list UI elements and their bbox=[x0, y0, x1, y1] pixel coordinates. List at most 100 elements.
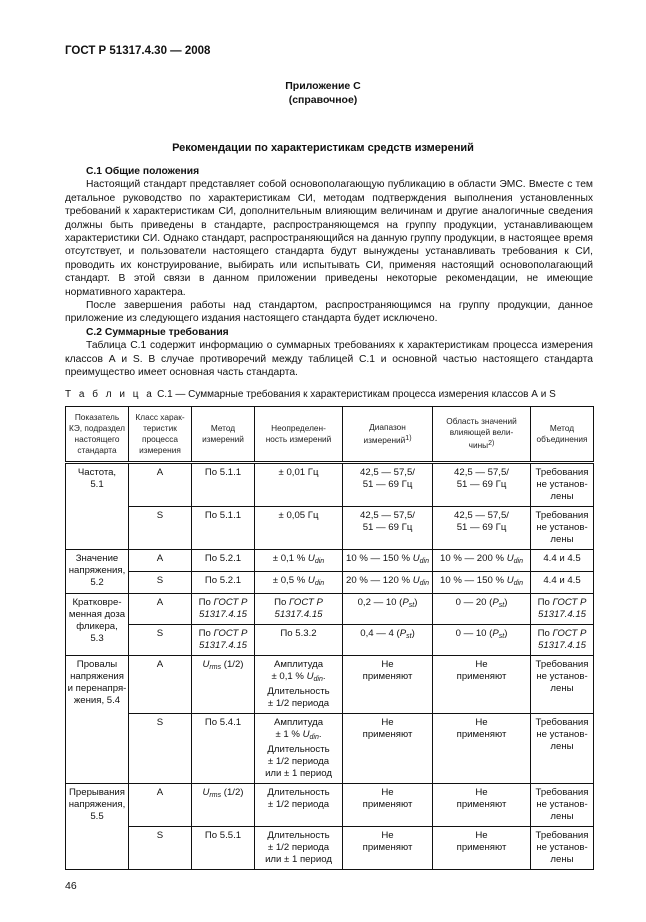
table-cell: 0 — 20 (Pst) bbox=[432, 592, 531, 625]
table-cell: 0,2 — 10 (Pst) bbox=[342, 592, 433, 625]
cell-text: ГОСТ Р 51317.4.15 bbox=[198, 627, 248, 651]
cell-text: U bbox=[506, 552, 514, 564]
indicator-cell: Провалы напряжения и перенапря- жения, 5… bbox=[65, 654, 129, 784]
cell-text: Не применяют bbox=[362, 716, 413, 740]
cell-text: ) bbox=[504, 596, 508, 608]
cell-text: U bbox=[506, 574, 514, 586]
cell-text: По bbox=[198, 627, 214, 639]
cell-text: 10 % — 150 % bbox=[440, 574, 507, 586]
table-cell: Требования не установ- лены bbox=[530, 825, 594, 870]
column-header: Метод измерений bbox=[191, 405, 255, 463]
table-cell: По 5.1.1 bbox=[191, 461, 255, 507]
cell-text: U bbox=[202, 658, 210, 670]
table-caption: Т а б л и ц а С.1 — Суммарные требования… bbox=[65, 388, 593, 401]
indicator-cell: Значение напряжения, 5.2 bbox=[65, 548, 129, 594]
table-cell: Длительность ± 1/2 периода или ± 1 перио… bbox=[254, 825, 343, 870]
cell-text: 42,5 — 57,5/ 51 — 69 Гц bbox=[454, 466, 509, 490]
cell-text: А bbox=[156, 552, 164, 564]
section-2-title: С.2 Суммарные требования bbox=[86, 326, 229, 338]
table-cell: Не применяют bbox=[342, 825, 433, 870]
cell-text: По 5.2.1 bbox=[204, 574, 242, 586]
cell-text: По 5.5.1 bbox=[204, 829, 242, 841]
subscript-text: rms bbox=[209, 791, 222, 799]
cell-text: Не применяют bbox=[362, 786, 413, 810]
cell-text: Диапазон измерений bbox=[363, 421, 406, 445]
table-cell: ± 0,1 % Udin bbox=[254, 548, 343, 572]
table-cell: ± 0,05 Гц bbox=[254, 505, 343, 550]
table-cell: 10 % — 200 % Udin bbox=[432, 548, 531, 572]
cell-text: . Длительность ± 1/2 периода или ± 1 пер… bbox=[265, 728, 332, 779]
subscript-text: st bbox=[406, 632, 412, 640]
cell-text: U bbox=[307, 552, 315, 564]
section-1-paragraph-1: Настоящий стандарт представляет собой ос… bbox=[65, 179, 593, 298]
cell-text: S bbox=[156, 829, 164, 841]
table-row: Прерывания напряжения, 5.5 А Urms (1/2) Дли… bbox=[65, 782, 594, 870]
cell-text: 42,5 — 57,5/ 51 — 69 Гц bbox=[454, 509, 509, 533]
cell-text: 42,5 — 57,5/ 51 — 69 Гц bbox=[360, 466, 415, 490]
cell-text: 4.4 и 4.5 bbox=[543, 552, 581, 564]
section-1-paragraph-2: После завершения работы над стандартом, … bbox=[65, 300, 593, 325]
cell-text: 20 % — 120 % bbox=[346, 574, 413, 586]
table-cell: По ГОСТ Р 51317.4.15 bbox=[191, 592, 255, 625]
table-cell: Требования не установ- лены bbox=[530, 712, 594, 784]
table-cell: По 5.1.1 bbox=[191, 505, 255, 550]
subscript-text: 1) bbox=[405, 434, 412, 442]
cell-text: Не применяют bbox=[456, 716, 507, 740]
table-cell: S bbox=[128, 570, 192, 594]
table-cell: По 5.4.1 bbox=[191, 712, 255, 784]
table-cell: Не применяют bbox=[342, 654, 433, 714]
table-cell: Urms (1/2) bbox=[191, 654, 255, 714]
cell-text: Не применяют bbox=[456, 658, 507, 682]
cell-text: По 5.2.1 bbox=[204, 552, 242, 564]
cell-text: 0 — 10 ( bbox=[455, 627, 493, 639]
table-cell: S bbox=[128, 712, 192, 784]
table-cell: Амплитуда ± 1 % Udin. Длительность ± 1/2… bbox=[254, 712, 343, 784]
table-cell: По 5.2.1 bbox=[191, 548, 255, 572]
table-cell: 42,5 — 57,5/ 51 — 69 Гц bbox=[432, 461, 531, 507]
cell-text: Требования не установ- лены bbox=[535, 658, 589, 694]
table-row: S По 5.1.1 ± 0,05 Гц 42,5 — 57,5/ 51 — 69 Г… bbox=[66, 505, 594, 550]
subscript-text: rms bbox=[209, 663, 222, 671]
cell-text: ± 0,01 Гц bbox=[278, 466, 319, 478]
cell-text: S bbox=[156, 574, 164, 586]
table-caption-text: С.1 — Суммарные требования к характерист… bbox=[157, 388, 556, 400]
cell-text: U bbox=[412, 574, 420, 586]
subscript-text: din bbox=[419, 579, 429, 587]
table-row: S По ГОСТ Р 51317.4.15 По 5.3.2 0,4 — 4 ( Ps… bbox=[66, 623, 594, 656]
cell-text: ) bbox=[504, 627, 508, 639]
table-cell: По 5.2.1 bbox=[191, 570, 255, 594]
subscript-text: din bbox=[419, 557, 429, 565]
table-cell: S bbox=[128, 623, 192, 656]
table-cell: 42,5 — 57,5/ 51 — 69 Гц bbox=[342, 461, 433, 507]
cell-text: Длительность ± 1/2 периода или ± 1 перио… bbox=[265, 829, 332, 865]
cell-text: (1/2) bbox=[221, 786, 244, 798]
table-cell: Длительность ± 1/2 периода bbox=[254, 782, 343, 827]
table-cell: По 5.3.2 bbox=[254, 623, 343, 656]
table-cell: 0 — 10 (Pst) bbox=[432, 623, 531, 656]
cell-text: 0,4 — 4 ( bbox=[360, 627, 400, 639]
cell-text: P bbox=[492, 627, 499, 639]
cell-text: Область значений влияющей вели- чины bbox=[446, 416, 517, 450]
subscript-text: din bbox=[513, 579, 523, 587]
table-cell: S bbox=[128, 825, 192, 870]
column-header: Показатель КЭ, подраздел настоящего стан… bbox=[65, 405, 129, 463]
cell-text: Длительность ± 1/2 периода bbox=[267, 786, 330, 810]
table-cell: 42,5 — 57,5/ 51 — 69 Гц bbox=[342, 505, 433, 550]
subscript-text: st bbox=[498, 632, 505, 640]
cell-text: По bbox=[537, 627, 553, 639]
table-cell: Требования не установ- лены bbox=[530, 461, 594, 507]
cell-text: S bbox=[156, 509, 164, 521]
table-row: S По 5.4.1 Амплитуда ± 1 % Udin. Длительно… bbox=[66, 712, 594, 784]
cell-text: А bbox=[156, 596, 164, 608]
table-cell: 42,5 — 57,5/ 51 — 69 Гц bbox=[432, 505, 531, 550]
appendix-title: Приложение С bbox=[285, 80, 361, 92]
cell-text: По 5.1.1 bbox=[204, 466, 242, 478]
cell-text: ± 0,1 % bbox=[272, 552, 308, 564]
cell-text: А bbox=[156, 466, 164, 478]
cell-text: P bbox=[402, 596, 409, 608]
cell-text: U bbox=[202, 786, 210, 798]
cell-text: P bbox=[492, 596, 499, 608]
table-cell: По ГОСТ Р 51317.4.15 bbox=[254, 592, 343, 625]
table-cell: Не применяют bbox=[432, 825, 531, 870]
cell-text: Требования не установ- лены bbox=[535, 786, 589, 822]
